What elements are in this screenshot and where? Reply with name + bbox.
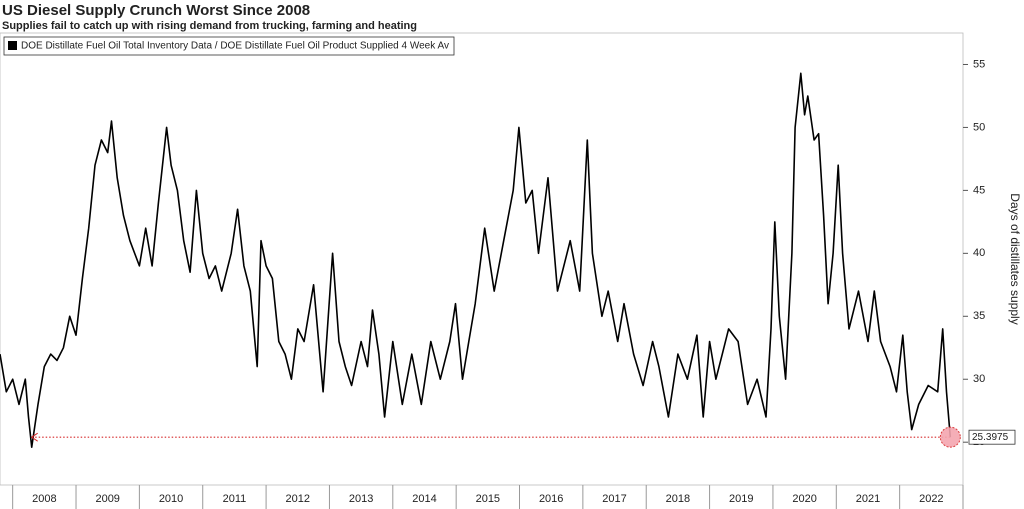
x-tick-label: 2016 (539, 493, 563, 505)
y-tick-label: 40 (973, 247, 985, 259)
y-axis-label: Days of distillates supply (1008, 193, 1022, 324)
chart-subtitle: Supplies fail to catch up with rising de… (2, 20, 417, 32)
x-tick-label: 2008 (32, 493, 56, 505)
x-tick-label: 2009 (95, 493, 119, 505)
chart-title: US Diesel Supply Crunch Worst Since 2008 (2, 2, 310, 19)
y-tick-label: 55 (973, 58, 985, 70)
x-tick-label: 2014 (412, 493, 436, 505)
last-value-label: 25.3975 (972, 432, 1009, 443)
y-tick-label: 35 (973, 310, 985, 322)
last-point (939, 426, 961, 448)
series-line (0, 72, 952, 448)
x-tick-label: 2020 (792, 493, 816, 505)
x-tick-label: 2015 (476, 493, 500, 505)
x-tick-label: 2011 (223, 493, 247, 505)
legend-box (3, 36, 455, 56)
x-tick-label: 2019 (729, 493, 753, 505)
legend-label: DOE Distillate Fuel Oil Total Inventory … (21, 41, 449, 52)
x-tick-label: 2021 (856, 493, 880, 505)
x-tick-label: 2010 (159, 493, 183, 505)
y-tick-label: 30 (973, 373, 985, 385)
last-value-box (968, 429, 1016, 445)
x-tick-label: 2013 (349, 493, 373, 505)
x-tick-label: 2018 (666, 493, 690, 505)
x-tick-label: 2017 (602, 493, 626, 505)
x-tick-label: 2012 (286, 493, 310, 505)
x-tick-label: 2022 (919, 493, 943, 505)
legend-swatch (8, 41, 17, 50)
reference-arrow (30, 432, 38, 442)
y-tick-label: 45 (973, 184, 985, 196)
y-tick-label: 50 (973, 121, 985, 133)
